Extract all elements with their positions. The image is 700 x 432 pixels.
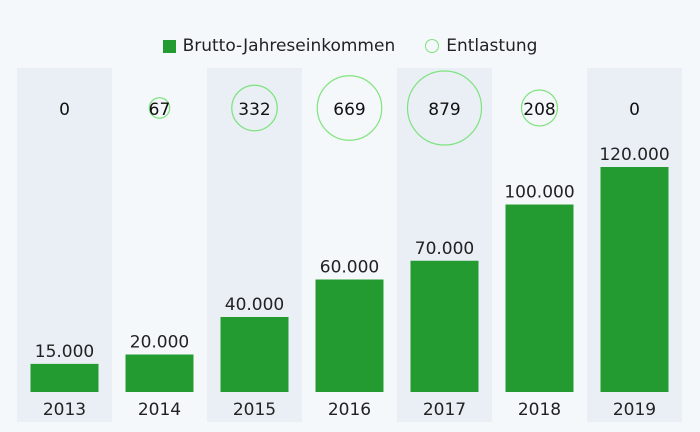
legend: Brutto-Jahreseinkommen Entlastung <box>0 36 700 56</box>
bar <box>220 317 289 392</box>
bubble-label: 669 <box>333 100 365 120</box>
bubble-label: 67 <box>149 100 171 120</box>
bubble <box>316 75 383 141</box>
bar-label: 70.000 <box>415 239 474 259</box>
bar-label: 40.000 <box>225 295 284 315</box>
bubble <box>406 70 483 146</box>
bubble-label: 879 <box>428 100 460 120</box>
x-tick-label: 2019 <box>613 400 656 420</box>
bar <box>30 363 99 392</box>
bar <box>315 279 384 392</box>
x-tick-label: 2015 <box>233 400 276 420</box>
column-band <box>17 68 112 422</box>
bar-label: 20.000 <box>130 333 189 353</box>
bubble-label: 332 <box>238 100 270 120</box>
x-tick-label: 2016 <box>328 400 371 420</box>
bar <box>410 260 479 392</box>
bubble <box>520 89 559 127</box>
legend-item-bubble: Entlastung <box>425 36 537 56</box>
x-tick-label: 2017 <box>423 400 466 420</box>
x-tick-label: 2018 <box>518 400 561 420</box>
legend-swatch-square <box>162 39 176 53</box>
x-tick-label: 2014 <box>138 400 181 420</box>
legend-swatch-circle <box>425 39 440 53</box>
x-tick-label: 2013 <box>43 400 86 420</box>
bubble-label: 208 <box>523 100 555 120</box>
bar-label: 60.000 <box>320 258 379 278</box>
bubble-label: 0 <box>59 100 70 120</box>
bar-label: 120.000 <box>599 145 669 165</box>
bubble-label: 0 <box>629 100 640 120</box>
bar <box>600 167 669 392</box>
bubble <box>231 84 278 132</box>
legend-item-bar: Brutto-Jahreseinkommen <box>162 36 395 56</box>
bar-label: 100.000 <box>504 183 574 203</box>
bubble <box>148 97 171 119</box>
bar <box>505 204 574 392</box>
bar-label: 15.000 <box>35 342 94 362</box>
bar <box>125 354 194 392</box>
